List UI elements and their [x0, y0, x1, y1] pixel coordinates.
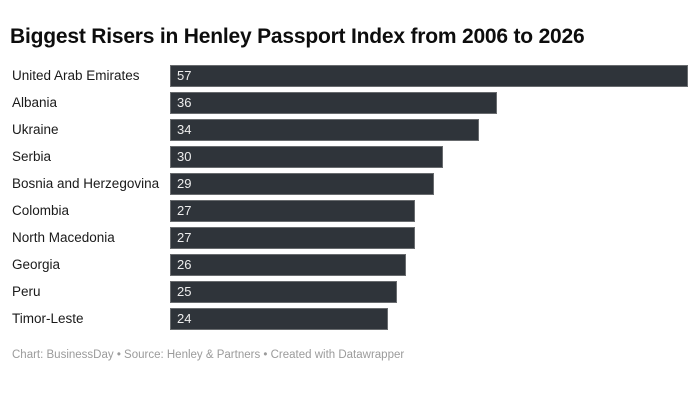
bar-zone: 57 — [170, 64, 688, 87]
value-label: 29 — [177, 176, 192, 191]
category-label: Ukraine — [12, 122, 59, 137]
value-label: 27 — [177, 230, 192, 245]
chart-row: Timor-Leste 24 — [0, 305, 688, 332]
bar: 36 — [170, 91, 498, 114]
bar-zone: 27 — [170, 199, 688, 222]
chart-row: North Macedonia 27 — [0, 224, 688, 251]
value-label: 30 — [177, 149, 192, 164]
category-label: Peru — [12, 284, 41, 299]
value-label: 57 — [177, 68, 192, 83]
category-label: Georgia — [12, 257, 61, 272]
bar: 34 — [170, 118, 479, 141]
chart-row: United Arab Emirates 57 — [0, 62, 688, 89]
chart-title: Biggest Risers in Henley Passport Index … — [10, 25, 585, 48]
category-label: Serbia — [12, 149, 52, 164]
bar-zone: 25 — [170, 280, 688, 303]
category-label: Bosnia and Herzegovina — [12, 176, 160, 191]
bar-zone: 29 — [170, 172, 688, 195]
bar-zone: 26 — [170, 253, 688, 276]
value-label: 27 — [177, 203, 192, 218]
bar-zone: 30 — [170, 145, 688, 168]
chart-row: Serbia 30 — [0, 143, 688, 170]
chart-row: Bosnia and Herzegovina 29 — [0, 170, 688, 197]
bar-zone: 27 — [170, 226, 688, 249]
bar-zone: 36 — [170, 91, 688, 114]
value-label: 24 — [177, 311, 192, 326]
bar-zone: 24 — [170, 307, 688, 330]
bar: 27 — [170, 199, 416, 222]
bar: 29 — [170, 172, 434, 195]
chart-footer-credits: Chart: BusinessDay • Source: Henley & Pa… — [12, 349, 405, 361]
bar: 57 — [170, 64, 688, 87]
category-label: Albania — [12, 95, 58, 110]
value-label: 34 — [177, 122, 192, 137]
bar: 30 — [170, 145, 443, 168]
category-label: United Arab Emirates — [12, 68, 140, 83]
chart-row: Ukraine 34 — [0, 116, 688, 143]
chart-row: Peru 25 — [0, 278, 688, 305]
category-label: Timor-Leste — [12, 311, 84, 326]
chart-row: Georgia 26 — [0, 251, 688, 278]
chart-row: Albania 36 — [0, 89, 688, 116]
bar: 26 — [170, 253, 407, 276]
bar-zone: 34 — [170, 118, 688, 141]
bar-chart: United Arab Emirates 57 Albania 36 Ukraine 34… — [0, 62, 688, 332]
value-label: 36 — [177, 95, 192, 110]
bar: 25 — [170, 280, 398, 303]
chart-row: Colombia 27 — [0, 197, 688, 224]
value-label: 25 — [177, 284, 192, 299]
bar: 24 — [170, 307, 389, 330]
value-label: 26 — [177, 257, 192, 272]
category-label: North Macedonia — [12, 230, 115, 245]
bar: 27 — [170, 226, 416, 249]
category-label: Colombia — [12, 203, 70, 218]
